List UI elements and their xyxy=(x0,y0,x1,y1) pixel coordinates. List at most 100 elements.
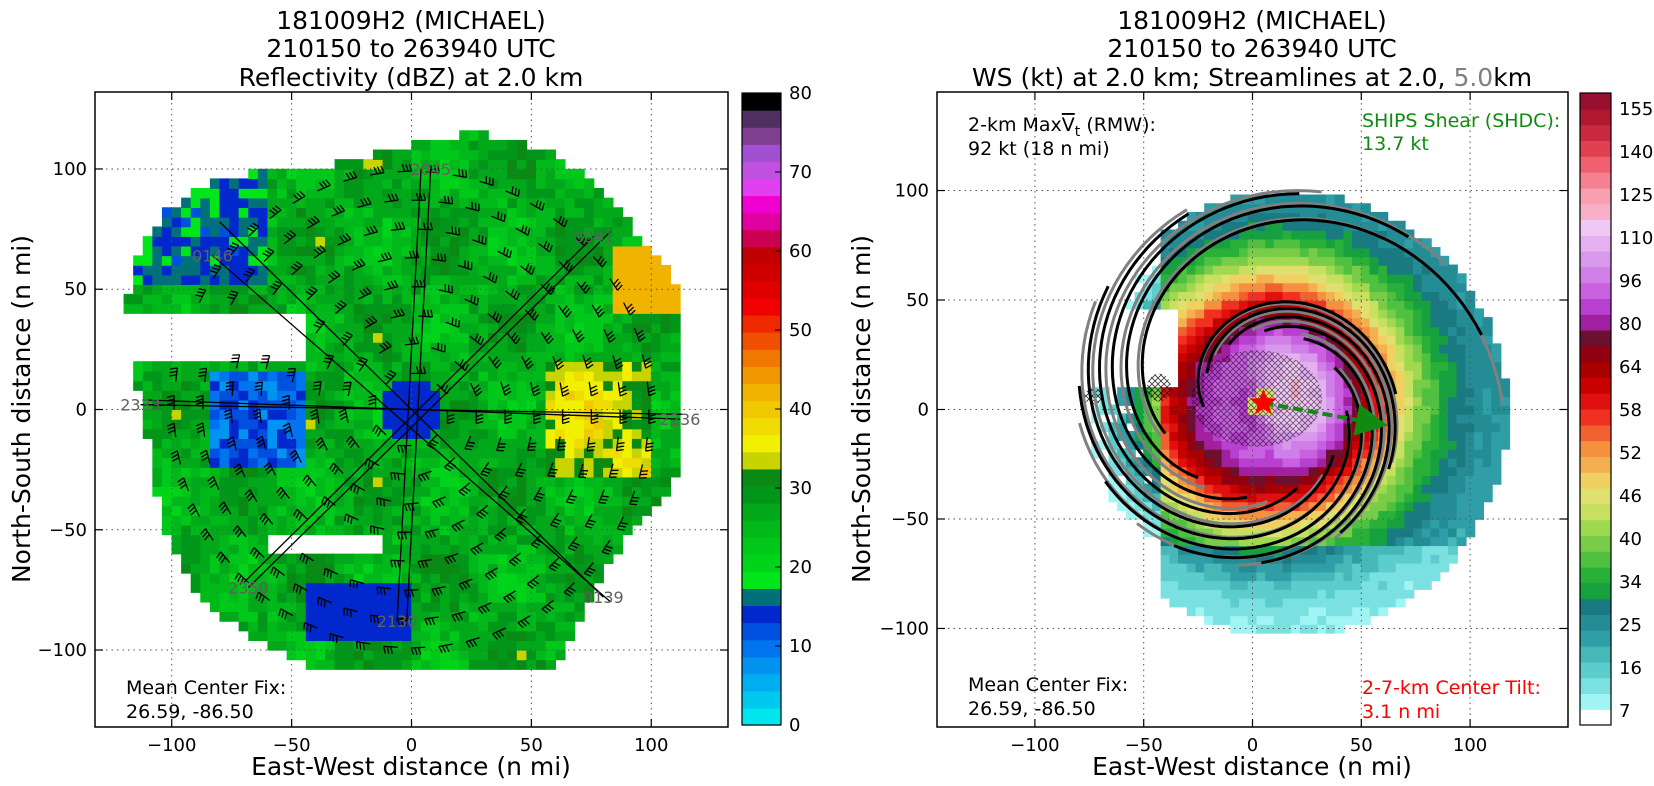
dbz-cell xyxy=(219,534,230,545)
dbz-cell xyxy=(161,495,173,507)
ws-cell xyxy=(1108,492,1119,503)
dbz-cell xyxy=(353,361,365,372)
dbz-cell xyxy=(564,428,576,439)
dbz-cell xyxy=(420,216,432,228)
dbz-cell xyxy=(152,418,163,430)
dbz-cell xyxy=(229,572,240,584)
dbz-cell xyxy=(497,390,509,401)
dbz-cell xyxy=(392,313,403,324)
wind-barb-flag xyxy=(320,496,325,504)
dbz-cell xyxy=(257,447,269,459)
ws-cell xyxy=(1291,352,1302,363)
wind-barb-flag xyxy=(343,385,351,387)
dbz-cell xyxy=(507,216,518,228)
dbz-cell xyxy=(449,274,461,286)
ws-cell xyxy=(1195,325,1206,336)
dbz-cell xyxy=(593,226,604,237)
dbz-cell xyxy=(574,428,585,439)
dbz-cell xyxy=(344,226,355,237)
dbz-cell xyxy=(324,236,336,247)
wind-barb-flag xyxy=(556,361,563,367)
ws-cell xyxy=(1282,290,1293,301)
wind-barb-flag xyxy=(393,472,397,481)
ws-cell xyxy=(1178,273,1189,284)
dbz-cell xyxy=(411,601,422,613)
dbz-cell xyxy=(488,630,499,641)
wind-barb-flag xyxy=(568,547,576,552)
wind-barb-flag xyxy=(244,489,251,496)
ws-cell xyxy=(1186,439,1197,450)
ws-cell xyxy=(1230,343,1241,354)
dbz-cell xyxy=(286,601,298,613)
dbz-cell xyxy=(238,563,250,574)
ws-cell xyxy=(1221,492,1232,503)
dbz-cell xyxy=(181,418,192,430)
dbz-cell xyxy=(507,313,518,324)
wind-barb-flag xyxy=(443,253,447,262)
dbz-cell xyxy=(372,476,384,488)
ws-cell xyxy=(1256,606,1267,617)
wind-barb-flag xyxy=(396,531,401,540)
dbz-cell xyxy=(478,399,489,411)
dbz-cell xyxy=(382,572,393,584)
dbz-cell xyxy=(324,293,336,305)
dbz-cell xyxy=(622,284,633,295)
dbz-cell xyxy=(622,399,633,411)
dbz-cell xyxy=(382,592,393,603)
ws-cell xyxy=(1360,430,1371,441)
wind-barb-flag xyxy=(228,293,237,297)
dbz-cell xyxy=(363,255,374,266)
ws-cell xyxy=(1160,466,1171,477)
wind-barb-flag xyxy=(376,615,380,624)
dbz-cell xyxy=(401,370,413,382)
dbz-cell xyxy=(181,236,192,247)
dbz-cell xyxy=(181,457,192,468)
dbz-cell xyxy=(603,255,614,266)
ws-cell xyxy=(1125,299,1136,310)
dbz-cell xyxy=(420,139,432,151)
dbz-cell xyxy=(420,620,432,632)
dbz-cell xyxy=(171,476,182,488)
ws-cell xyxy=(1143,544,1154,555)
dbz-cell xyxy=(219,207,230,218)
dbz-cell xyxy=(488,476,499,488)
dbz-cell xyxy=(555,630,566,641)
dbz-cell xyxy=(363,476,374,488)
ws-cell xyxy=(1212,255,1223,266)
ws-cell xyxy=(1186,343,1197,354)
wind-barb-flag xyxy=(340,336,349,342)
ws-cell xyxy=(1265,273,1276,284)
dbz-cell xyxy=(440,390,451,401)
dbz-cell xyxy=(363,649,374,661)
dbz-cell xyxy=(526,361,537,372)
dbz-cell xyxy=(353,370,365,382)
wind-barb-flag xyxy=(397,560,401,568)
ws-cell xyxy=(1204,352,1215,363)
dbz-cell xyxy=(497,178,509,189)
dbz-cell xyxy=(631,293,643,305)
dbz-cell xyxy=(363,168,374,180)
dbz-cell xyxy=(181,303,192,314)
dbz-cell xyxy=(286,553,298,565)
dbz-cell xyxy=(363,601,374,613)
ws-cell xyxy=(1265,518,1276,529)
dbz-cell xyxy=(401,659,413,670)
dbz-cell xyxy=(449,592,461,603)
ws-cell xyxy=(1230,588,1241,599)
wind-barb-flag xyxy=(274,280,282,285)
flight-leg xyxy=(396,168,422,622)
dbz-cell xyxy=(478,457,489,468)
dbz-cell xyxy=(622,245,633,257)
ws-cell xyxy=(1151,501,1162,512)
wind-barb-flag xyxy=(497,211,500,219)
dbz-cell xyxy=(257,216,269,228)
dbz-cell xyxy=(401,216,413,228)
dbz-cell xyxy=(516,149,528,160)
dbz-cell xyxy=(344,313,355,324)
dbz-cell xyxy=(593,293,604,305)
wind-barb-flag xyxy=(568,264,574,272)
dbz-cell xyxy=(353,447,365,459)
dbz-cell xyxy=(420,534,432,545)
dbz-cell xyxy=(142,418,154,430)
wind-barb-flag xyxy=(547,475,556,478)
